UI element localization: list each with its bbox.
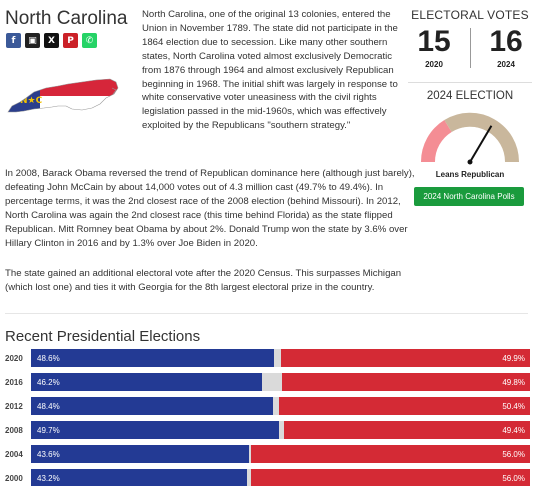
rep-percent: 56.0% <box>502 450 525 459</box>
election-year: 2020 <box>5 354 23 363</box>
electoral-votes-2024: 16 2024 <box>480 25 532 70</box>
rep-percent: 56.0% <box>502 474 525 483</box>
rep-bar <box>250 445 530 463</box>
result-bar: 43.6% 56.0% <box>31 445 530 463</box>
election-row: 2020 48.6% 49.9% <box>5 349 530 373</box>
dem-bar <box>31 349 274 367</box>
print-icon[interactable]: ▣ <box>25 33 40 48</box>
election-row: 2016 46.2% 49.8% <box>5 373 530 397</box>
election-row: 2004 43.6% 56.0% <box>5 445 530 469</box>
dem-percent: 48.6% <box>37 354 60 363</box>
result-bar: 48.6% 49.9% <box>31 349 530 367</box>
rep-bar <box>281 349 530 367</box>
recent-elections-title: Recent Presidential Elections <box>5 328 201 345</box>
dem-bar <box>31 469 247 486</box>
state-title: North Carolina <box>5 8 128 29</box>
dem-percent: 43.2% <box>37 474 60 483</box>
north-carolina-flag-map: N★C <box>7 78 119 113</box>
election-year: 2016 <box>5 378 23 387</box>
divider <box>5 313 528 314</box>
dem-bar <box>31 445 249 463</box>
dem-bar <box>31 397 273 415</box>
election-row: 2008 49.7% 49.4% <box>5 421 530 445</box>
result-bar: 46.2% 49.8% <box>31 373 530 391</box>
dem-percent: 49.7% <box>37 426 60 435</box>
election-year: 2012 <box>5 402 23 411</box>
intro-text: North Carolina, one of the original 13 c… <box>142 9 398 132</box>
rep-percent: 49.4% <box>502 426 525 435</box>
pinterest-icon[interactable]: P <box>63 33 78 48</box>
facebook-icon[interactable]: f <box>6 33 21 48</box>
rating-gauge <box>420 112 520 165</box>
rep-bar <box>283 421 530 439</box>
election-2024-title: 2024 ELECTION <box>426 90 514 102</box>
divider <box>408 82 532 83</box>
election-year: 2008 <box>5 426 23 435</box>
census-paragraph: The state gained an additional electoral… <box>5 268 402 293</box>
electoral-votes-value: 16 <box>489 25 523 58</box>
electoral-votes-2020: 15 2020 <box>408 25 460 70</box>
recent-elections-chart: 2020 48.6% 49.9% 2016 46.2% 49.8% 2012 48.4% 50.… <box>5 349 530 486</box>
svg-text:N★C: N★C <box>20 96 43 106</box>
election-year: 2000 <box>5 474 23 483</box>
whatsapp-icon[interactable]: ✆ <box>82 33 97 48</box>
electoral-votes-year: 2024 <box>497 60 515 69</box>
rep-bar <box>281 373 530 391</box>
rep-percent: 49.8% <box>502 378 525 387</box>
result-bar: 43.2% 56.0% <box>31 469 530 486</box>
dem-percent: 46.2% <box>37 378 60 387</box>
electoral-votes-divider <box>470 28 471 68</box>
dem-bar <box>31 421 279 439</box>
election-year: 2004 <box>5 450 23 459</box>
election-row: 2012 48.4% 50.4% <box>5 397 530 421</box>
rep-percent: 49.9% <box>502 354 525 363</box>
gauge-needle <box>469 125 493 163</box>
dem-bar <box>31 373 262 391</box>
electoral-votes-value: 15 <box>417 25 451 58</box>
gauge-pivot <box>467 159 473 165</box>
x-icon[interactable]: X <box>44 33 59 48</box>
polls-button[interactable]: 2024 North Carolina Polls <box>414 187 524 206</box>
rep-bar <box>250 469 530 486</box>
dem-percent: 48.4% <box>37 402 60 411</box>
rating-label: Leans Republican <box>435 170 505 179</box>
electoral-votes-year: 2020 <box>425 60 443 69</box>
result-bar: 48.4% 50.4% <box>31 397 530 415</box>
electoral-votes-panel: ELECTORAL VOTES 15 2020 16 2024 <box>408 8 532 83</box>
share-buttons: f ▣ X P ✆ <box>6 33 97 48</box>
electoral-votes-title: ELECTORAL VOTES <box>411 8 529 22</box>
election-row: 2000 43.2% 56.0% <box>5 469 530 486</box>
dem-percent: 43.6% <box>37 450 60 459</box>
history-paragraph: In 2008, Barack Obama reversed the trend… <box>5 168 415 249</box>
rep-bar <box>278 397 530 415</box>
rep-percent: 50.4% <box>502 402 525 411</box>
result-bar: 49.7% 49.4% <box>31 421 530 439</box>
